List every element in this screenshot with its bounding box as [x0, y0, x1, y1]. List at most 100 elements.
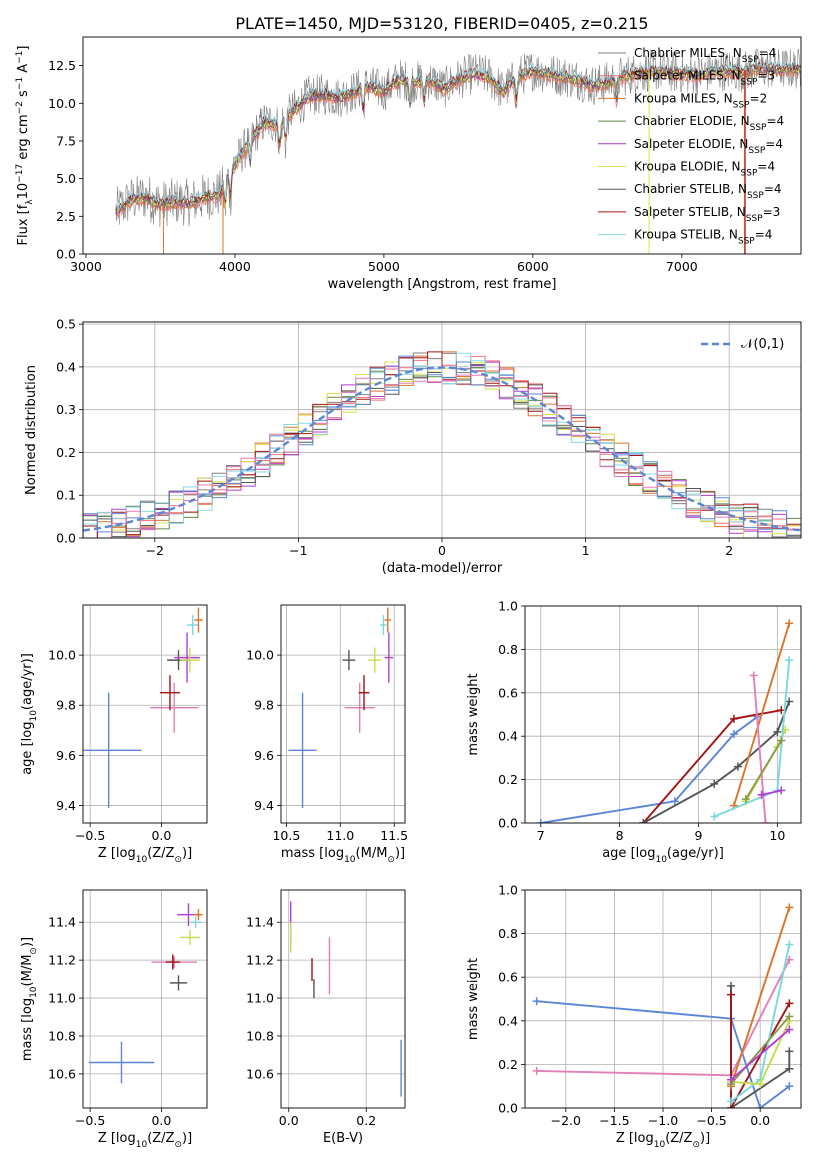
weight-marker [749, 671, 758, 680]
x-tick-label: 0 [438, 543, 446, 558]
y-tick-label: 10.0 [48, 648, 76, 663]
plot-area [536, 619, 794, 823]
x-tick-label: 3000 [70, 259, 102, 274]
y-axis-label: Flux [fλ10−17 erg cm−2 s−1 A−1] [15, 46, 35, 246]
y-tick-label: 10.8 [48, 1028, 76, 1043]
x-axis-label: Z [log10(Z/Z⊙)] [98, 846, 192, 865]
weight-marker [639, 819, 648, 823]
error-bar-point [288, 692, 317, 808]
x-tick-label: −1.0 [648, 1113, 678, 1128]
weight-marker [785, 1025, 794, 1034]
weight-series-line [540, 715, 759, 823]
legend-label: Kroupa ELODIE, NSSP=4 [634, 160, 775, 179]
y-tick-label: 7.5 [56, 133, 76, 148]
weight-marker [777, 736, 786, 745]
legend-label: Kroupa STELIB, NSSP=4 [634, 228, 772, 247]
panel-weight_vs_age: 7 8 9 10 0.0 0.2 0.4 0.6 0.8 1.0 age [log10(age/yr… [466, 599, 802, 865]
weight-series-line [730, 1015, 791, 1085]
y-tick-label: 9.6 [56, 748, 76, 763]
plot-area [83, 351, 801, 538]
y-tick-label: 11.0 [246, 991, 274, 1006]
x-tick-label: 10.5 [272, 828, 300, 843]
panel-spectrum: 3000 4000 5000 6000 7000 0.0 2.5 5.0 7.5 10.0 12.5… [15, 36, 802, 292]
error-bar-point [159, 675, 180, 711]
y-tick-label: 9.8 [56, 698, 76, 713]
x-tick-label: −1.5 [599, 1113, 629, 1128]
y-tick-label: 0.6 [498, 685, 518, 700]
error-bar-point [179, 647, 200, 673]
x-tick-label: 9 [695, 828, 703, 843]
legend-label: 𝒩(0,1) [741, 337, 784, 352]
axes-frame [82, 36, 802, 255]
y-tick-label: 5.0 [56, 171, 76, 186]
y-axis-label: mass weight [466, 958, 481, 1040]
y-tick-label: 11.2 [246, 953, 274, 968]
x-tick-label: 2 [725, 543, 733, 558]
y-tick-label: 0.0 [56, 531, 76, 546]
y-tick-label: 0.3 [56, 402, 76, 417]
weight-series-line [733, 623, 791, 806]
y-tick-label: 9.4 [254, 798, 274, 813]
weight-marker [727, 1075, 736, 1084]
panel-age_vs_Z: −0.5 0.0 9.4 9.6 9.8 10.0 Z [log10(Z/Z⊙)] age [… [20, 604, 208, 865]
plot-area [83, 607, 203, 808]
weight-marker [727, 981, 736, 990]
x-tick-label: 4000 [219, 259, 251, 274]
weight-marker [785, 903, 794, 912]
y-axis-label: mass weight [466, 673, 481, 755]
y-tick-label: 0.4 [56, 359, 76, 374]
x-tick-label: −1 [289, 543, 307, 558]
spectrum-legend: Chabrier MILES, NSSP=4 Salpeter MILES, NS… [598, 46, 784, 247]
error-bar-point [83, 692, 142, 808]
weight-marker [785, 999, 794, 1008]
weight-marker [710, 812, 719, 821]
x-tick-label: 1 [582, 543, 590, 558]
y-tick-label: 11.2 [48, 953, 76, 968]
weight-marker [710, 779, 719, 788]
plot-area [115, 47, 801, 254]
weight-marker [536, 819, 545, 823]
axes-frame [82, 889, 208, 1109]
weight-series-line [730, 907, 791, 1087]
y-tick-label: 0.1 [56, 488, 76, 503]
weight-marker [727, 1097, 736, 1106]
y-tick-label: 0.5 [56, 317, 76, 332]
model-spectrum-line [115, 60, 801, 210]
weight-marker [785, 1064, 794, 1073]
y-tick-label: 9.8 [254, 698, 274, 713]
panel-residuals: −2 −1 0 1 2 0.0 0.1 0.2 0.3 0.4 0.5 (data-model)/er… [24, 317, 802, 576]
legend-label: Chabrier MILES, NSSP=4 [634, 46, 776, 65]
y-tick-label: 10.6 [48, 1066, 76, 1081]
x-tick-label: 8 [616, 828, 624, 843]
y-tick-label: 1.0 [498, 883, 518, 898]
weight-marker [777, 786, 786, 795]
y-tick-label: 0.8 [498, 926, 518, 941]
y-tick-label: 11.4 [48, 915, 76, 930]
weight-marker [741, 795, 750, 804]
x-tick-label: −2 [146, 543, 164, 558]
weight-marker [785, 1047, 794, 1056]
y-tick-label: 0.8 [498, 642, 518, 657]
x-tick-label: 0.0 [151, 1113, 171, 1128]
x-tick-label: 0.0 [750, 1113, 770, 1128]
weight-series-line [752, 675, 767, 823]
error-bar-point [189, 916, 202, 928]
figure-title: PLATE=1450, MJD=53120, FIBERID=0405, z=0… [235, 14, 648, 33]
weight-marker [532, 997, 541, 1006]
error-bar-point [368, 647, 382, 673]
weight-marker [785, 697, 794, 706]
legend-label: Salpeter MILES, NSSP=3 [634, 69, 775, 88]
x-axis-label: mass [log10(M/M⊙)] [281, 846, 405, 865]
x-tick-label: 0.2 [356, 1113, 376, 1128]
weight-marker [785, 1012, 794, 1021]
y-tick-label: 9.6 [254, 748, 274, 763]
error-bar-point [187, 615, 199, 636]
legend-label: Salpeter ELODIE, NSSP=4 [634, 137, 783, 156]
error-bar-point [165, 954, 180, 970]
normal-curve [83, 366, 801, 532]
weight-marker [733, 762, 742, 771]
x-tick-label: 11.5 [380, 828, 408, 843]
x-tick-label: 7000 [666, 259, 698, 274]
y-tick-label: 0.4 [498, 1013, 518, 1028]
